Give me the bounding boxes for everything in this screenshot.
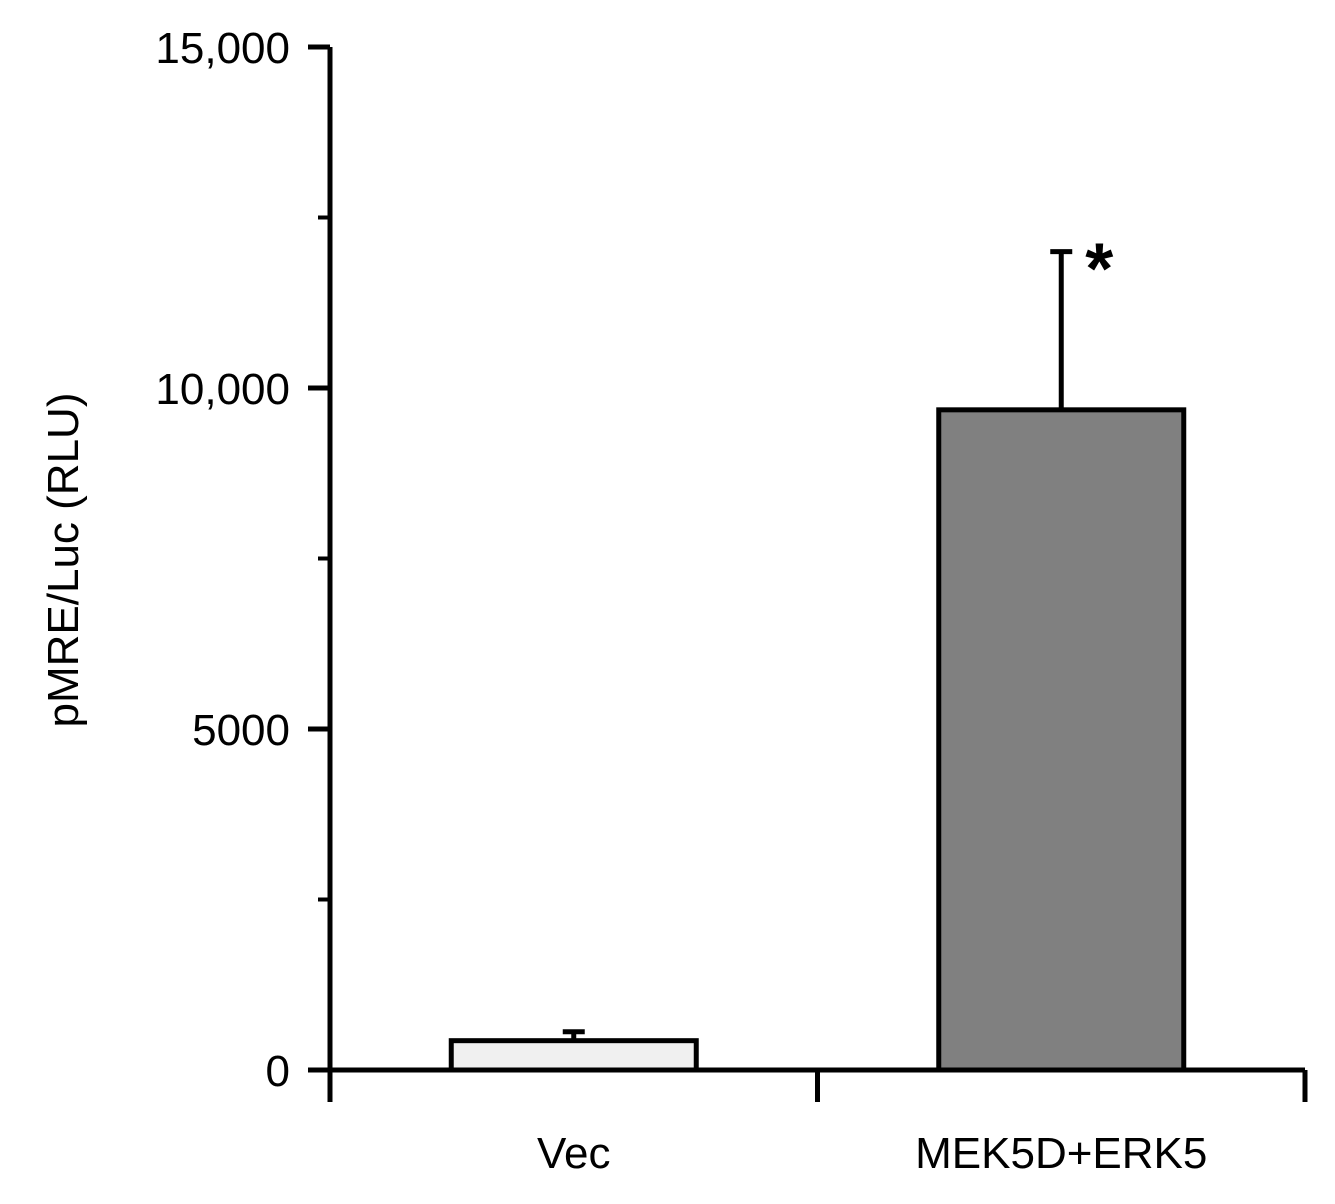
plot-area: Vec MEK5D+ERK5 * 0 5000 10,000 15,000 (155, 24, 1308, 1178)
y-tick-label: 0 (266, 1047, 290, 1096)
y-tick-label: 10,000 (155, 365, 290, 414)
bar-0 (448, 1038, 699, 1073)
x-tick-label: Vec (537, 1129, 610, 1178)
y-tick-label: 15,000 (155, 24, 290, 73)
y-axis-title: pMRE/Luc (RLU) (39, 393, 88, 728)
y-tick-label: 5000 (192, 706, 290, 755)
bar-1 (936, 407, 1187, 1073)
x-tick-label: MEK5D+ERK5 (915, 1129, 1207, 1178)
significance-annotation: * (1085, 230, 1113, 310)
